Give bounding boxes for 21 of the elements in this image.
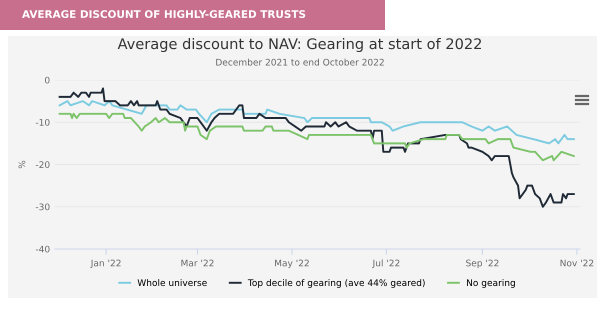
legend-label: Whole universe bbox=[138, 279, 207, 286]
x-tick-label: May '22 bbox=[275, 260, 309, 268]
x-tick-label: Nov '22 bbox=[560, 260, 594, 266]
y-tick-label: -10 bbox=[36, 118, 50, 126]
y-tick-label: -20 bbox=[36, 161, 50, 168]
x-tick-label: Sep '22 bbox=[466, 260, 498, 268]
line-series bbox=[58, 87, 575, 208]
chart-title: Average discount to NAV: Gearing at start of 2022 bbox=[118, 38, 481, 52]
x-tick-label: Jan '22 bbox=[90, 260, 121, 268]
y-axis-title: % bbox=[18, 160, 26, 168]
legend-label: No gearing bbox=[466, 279, 515, 288]
text: AVERAGE DISCOUNT OF HIGHLY-GEARED TRUSTS bbox=[22, 10, 306, 18]
chart-subtitle: December 2021 to end October 2022 bbox=[216, 58, 384, 66]
line-series bbox=[58, 100, 575, 144]
line-series bbox=[58, 112, 575, 162]
x-tick-label: Mar '22 bbox=[181, 260, 214, 266]
legend-label: Top decile of gearing (ave 44% geared) bbox=[248, 279, 425, 288]
x-tick-label: Jul '22 bbox=[372, 259, 400, 268]
y-tick-label: 0 bbox=[44, 76, 50, 84]
y-tick-label: -30 bbox=[36, 203, 50, 210]
y-tick-label: -40 bbox=[36, 246, 50, 253]
